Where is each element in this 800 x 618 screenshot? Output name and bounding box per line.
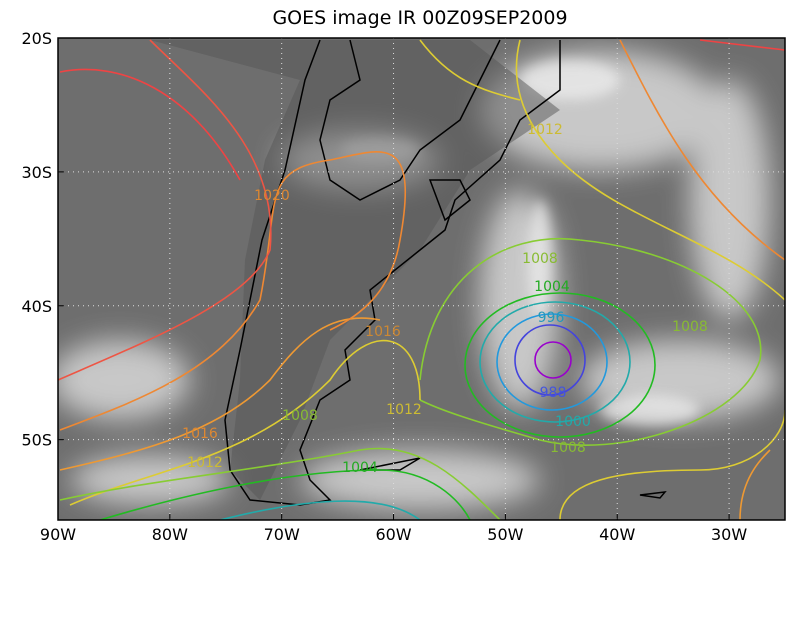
- isobar-label: 1004: [534, 279, 570, 295]
- lon-tick-label: 70W: [264, 525, 300, 544]
- isobar-label: 1016: [365, 324, 401, 340]
- lon-tick-label: 80W: [152, 525, 188, 544]
- map-frame: [57, 37, 786, 521]
- isobar-label: 996: [538, 310, 565, 326]
- lon-tick-label: 50W: [487, 525, 523, 544]
- lat-tick-label: 20S: [21, 29, 52, 48]
- isobar-label: 1008: [522, 251, 558, 267]
- lat-tick-label: 30S: [21, 163, 52, 182]
- isobars: [58, 39, 785, 520]
- map-title: GOES image IR 00Z09SEP2009: [272, 7, 567, 29]
- isobar-label: 1008: [672, 319, 708, 335]
- isobar-label: 1008: [550, 440, 586, 456]
- lat-tick-label: 40S: [21, 297, 52, 316]
- isobar-label: 1000: [555, 414, 591, 430]
- satellite-image: [58, 38, 785, 520]
- lat-tick-label: 50S: [21, 431, 52, 450]
- labels: 90W 80W 70W 60W 50W 40W 30W 20S 30S 40S 50S 1020 101…: [21, 29, 747, 544]
- isobar-label: 1008: [282, 408, 318, 424]
- isobar-label: 1012: [527, 122, 563, 138]
- isobar-label: 1012: [386, 402, 422, 418]
- isobar-label: 1004: [342, 460, 378, 476]
- isobar-label: 1012: [187, 455, 223, 471]
- isobar-label: 1016: [182, 426, 218, 442]
- isobar-label: 988: [540, 385, 567, 401]
- lon-tick-label: 40W: [599, 525, 635, 544]
- lon-tick-label: 30W: [711, 525, 747, 544]
- lon-tick-label: 90W: [40, 525, 76, 544]
- isobar-label: 1020: [254, 188, 290, 204]
- lon-tick-label: 60W: [375, 525, 411, 544]
